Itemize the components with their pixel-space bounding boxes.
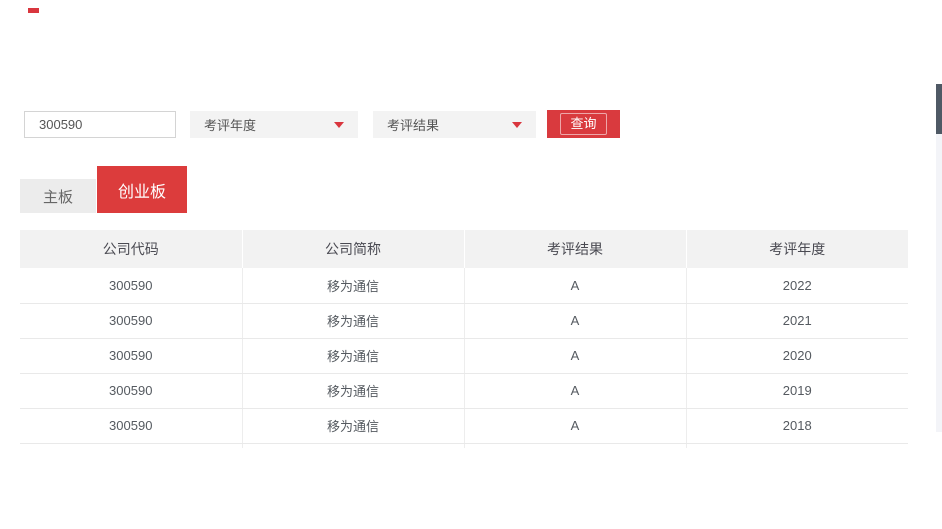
table-cell: 移为通信	[241, 408, 465, 444]
table-cell: A	[463, 408, 687, 444]
column-header: 公司代码	[20, 230, 243, 268]
table-cell: 移为通信	[241, 303, 465, 339]
chevron-down-icon	[512, 121, 522, 128]
table-row: 300590 移为通信 A 2019	[20, 373, 908, 409]
table-cell: 300590	[20, 373, 243, 409]
table-row: 300590 移为通信 A 2022	[20, 268, 908, 304]
table-cell: 300590	[20, 338, 243, 374]
table-cell: 移为通信	[241, 268, 465, 304]
query-button[interactable]: 查询	[547, 110, 620, 138]
results-table-header: 公司代码 公司简称 考评结果 考评年度	[20, 230, 908, 268]
scrollbar-track[interactable]	[936, 84, 942, 432]
result-dropdown-label: 考评结果	[387, 118, 440, 133]
tab-main-board[interactable]: 主板	[20, 179, 96, 213]
results-table-wrap: 公司代码 公司简称 考评结果 考评年度 300590 移为通信 A 2022 300590 移为…	[20, 230, 908, 448]
table-cell	[20, 443, 243, 448]
table-cell: 300590	[20, 303, 243, 339]
table-cell: 300590	[20, 268, 243, 304]
result-dropdown[interactable]: 考评结果	[373, 111, 536, 138]
table-cell: 2020	[685, 338, 908, 374]
table-cell	[463, 443, 687, 448]
header-row: 公司代码 公司简称 考评结果 考评年度	[20, 230, 908, 268]
tab-chinext-board[interactable]: 创业板	[97, 166, 187, 213]
table-cell: 2021	[685, 303, 908, 339]
query-button-label: 查询	[560, 113, 607, 135]
results-table-body: 300590 移为通信 A 2022 300590 移为通信 A 2021 300590 移为通信…	[20, 268, 908, 448]
table-cell	[241, 443, 465, 448]
table-cell: 移为通信	[241, 373, 465, 409]
table-row: 300590 移为通信 A 2021	[20, 303, 908, 339]
column-header: 考评年度	[685, 230, 908, 268]
year-dropdown[interactable]: 考评年度	[190, 111, 358, 138]
table-row: 300590 移为通信 A 2020	[20, 338, 908, 374]
table-cell: A	[463, 268, 687, 304]
column-header: 公司简称	[241, 230, 465, 268]
table-cell: A	[463, 373, 687, 409]
table-row-partial	[20, 443, 908, 448]
scrollbar-thumb[interactable]	[936, 84, 942, 134]
table-cell: 2019	[685, 373, 908, 409]
logo-dash	[28, 8, 39, 13]
table-cell: A	[463, 338, 687, 374]
stock-code-input[interactable]	[24, 111, 176, 138]
table-cell	[685, 443, 908, 448]
column-header: 考评结果	[463, 230, 687, 268]
table-cell: 300590	[20, 408, 243, 444]
table-cell: 2022	[685, 268, 908, 304]
results-table: 公司代码 公司简称 考评结果 考评年度 300590 移为通信 A 2022 300590 移为…	[20, 230, 908, 448]
table-row: 300590 移为通信 A 2018	[20, 408, 908, 444]
year-dropdown-label: 考评年度	[204, 118, 257, 133]
table-cell: 2018	[685, 408, 908, 444]
table-cell: 移为通信	[241, 338, 465, 374]
chevron-down-icon	[334, 121, 344, 128]
table-cell: A	[463, 303, 687, 339]
